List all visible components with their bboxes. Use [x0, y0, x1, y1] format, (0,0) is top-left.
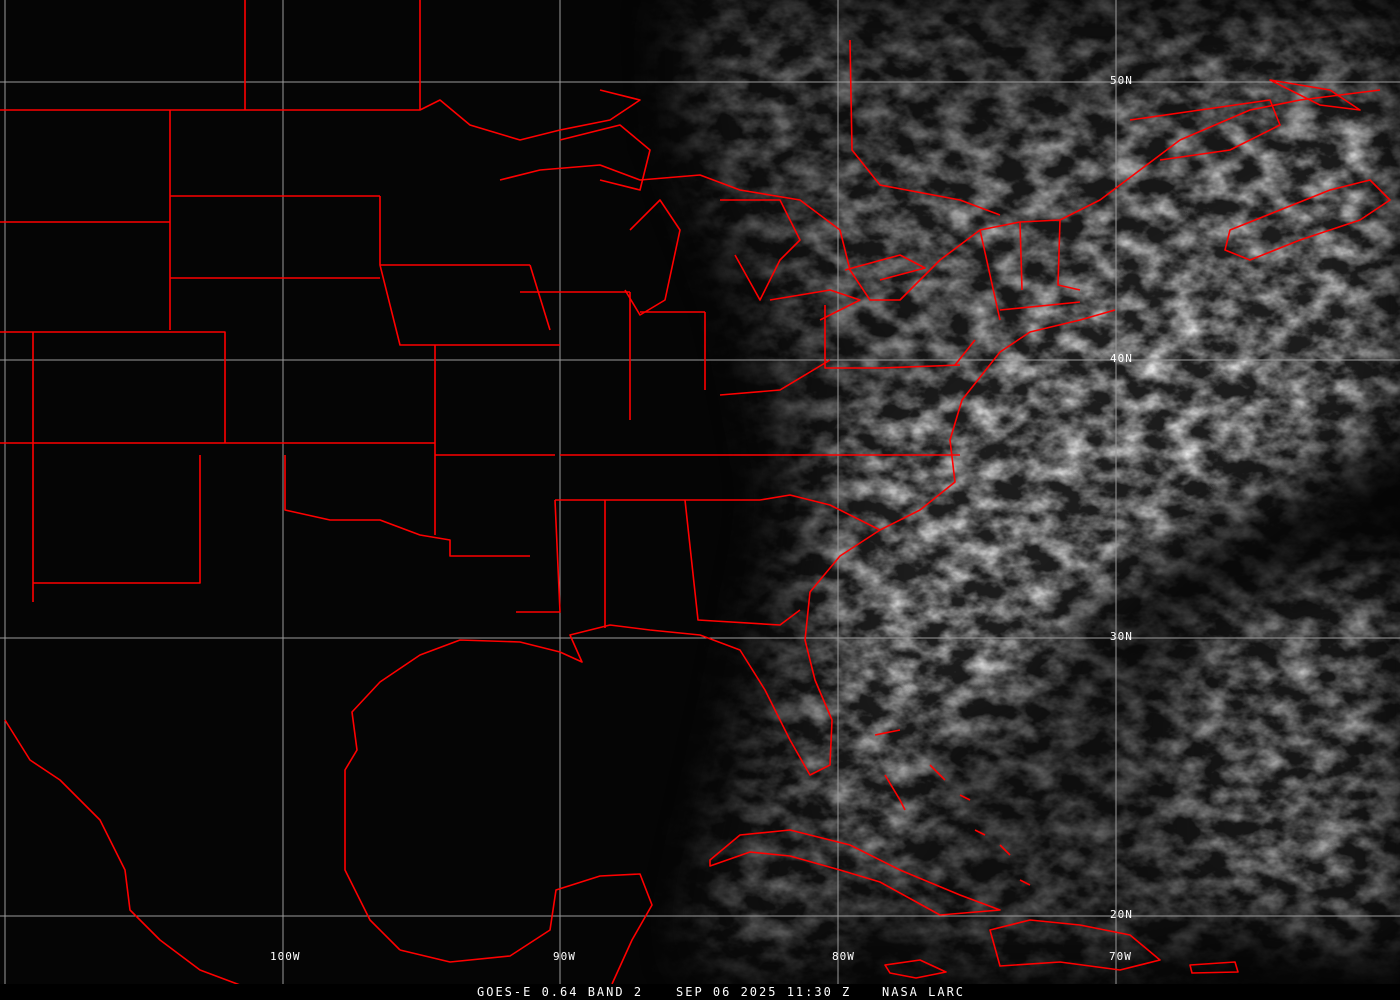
longitude-label-100w: 100W [270, 950, 301, 963]
latitude-label-30n: 30N [1110, 630, 1133, 643]
latitude-label-20n: 20N [1110, 908, 1133, 921]
maritime-canada [1129, 79, 1391, 261]
latitude-label-40n: 40N [1110, 352, 1133, 365]
longitude-label-70w: 70W [1109, 950, 1132, 963]
source-label: NASA LARC [882, 985, 966, 999]
image-caption-bar: GOES-E 0.64 BAND 2 SEP 06 2025 11:30 Z N… [0, 984, 1400, 1000]
jamaica [884, 959, 947, 979]
longitude-label-80w: 80W [832, 950, 855, 963]
product-label: GOES-E 0.64 BAND 2 [477, 985, 644, 999]
great-lakes [559, 124, 926, 321]
bahamas [874, 729, 1031, 886]
datetime-label: SEP 06 2025 11:30 Z [676, 985, 852, 999]
yucatan-coastline [399, 873, 653, 985]
gulf-atlantic-coastline [4, 309, 1116, 986]
us-state-lines [0, 110, 1081, 628]
cuba [709, 829, 1001, 916]
canada-border [0, 0, 1381, 301]
puerto-rico [1189, 961, 1239, 974]
longitude-label-90w: 90W [553, 950, 576, 963]
political-borders [0, 0, 1391, 986]
hispaniola [989, 919, 1161, 971]
latitude-label-50n: 50N [1110, 74, 1133, 87]
